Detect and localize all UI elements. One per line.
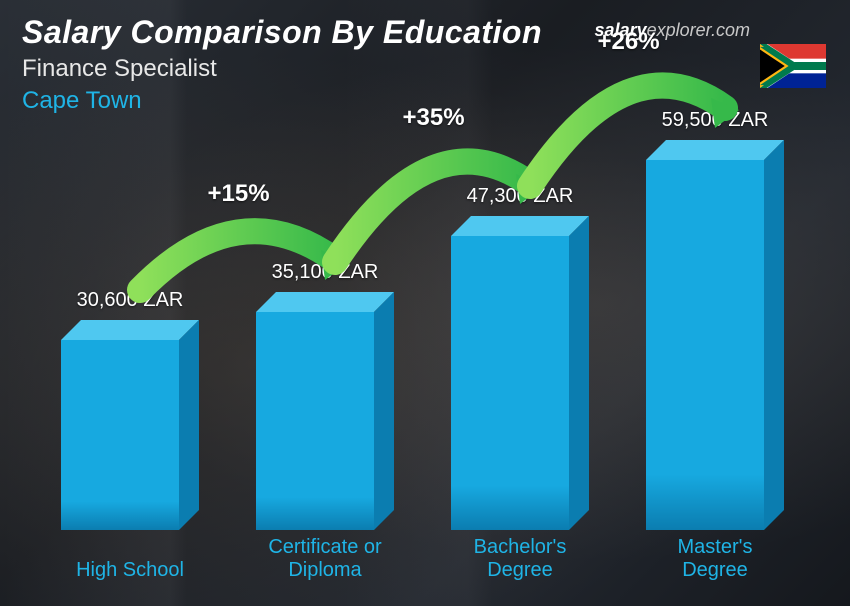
bar — [256, 292, 394, 530]
increase-pct-label: +35% — [403, 104, 465, 132]
increase-pct-label: +15% — [208, 180, 270, 208]
bar-category-label: Certificate orDiploma — [235, 536, 415, 582]
bar-category-label: Bachelor'sDegree — [430, 536, 610, 582]
bar-front — [256, 312, 374, 530]
bar-chart: High School30,600 ZARCertificate orDiplo… — [30, 62, 800, 582]
bar-side — [179, 320, 199, 530]
bar-side — [569, 216, 589, 530]
bar-category-label: Master'sDegree — [625, 536, 805, 582]
bar-category-label: High School — [40, 559, 220, 582]
bar-side — [764, 140, 784, 530]
bar-side — [374, 292, 394, 530]
increase-pct-label: +26% — [598, 28, 660, 56]
bar-front — [61, 340, 179, 530]
bar — [61, 320, 199, 530]
